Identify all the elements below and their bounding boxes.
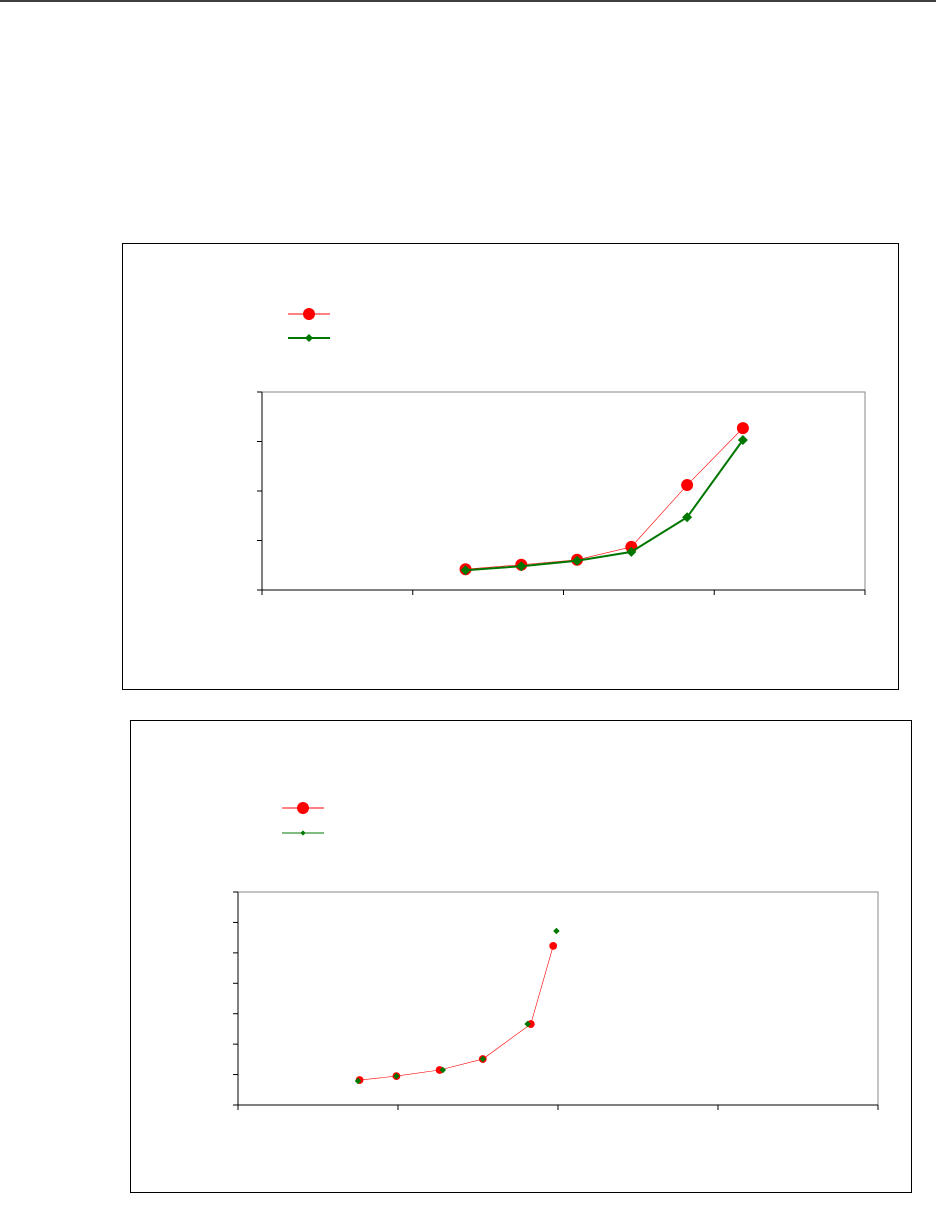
marker bbox=[736, 422, 749, 435]
marker bbox=[626, 546, 637, 557]
plot-area bbox=[237, 891, 879, 1106]
legend-marker bbox=[305, 334, 313, 342]
series-line bbox=[465, 439, 744, 572]
marker bbox=[354, 1077, 362, 1085]
marker bbox=[553, 927, 560, 935]
series-line bbox=[359, 945, 554, 1081]
marker bbox=[516, 561, 527, 572]
marker bbox=[524, 1020, 531, 1028]
series-line bbox=[465, 427, 744, 570]
marker bbox=[393, 1072, 400, 1080]
chart-frame bbox=[122, 243, 899, 690]
marker bbox=[549, 941, 558, 950]
marker bbox=[479, 1055, 487, 1063]
plot-area bbox=[261, 391, 866, 591]
chart-frame bbox=[130, 720, 912, 1193]
marker bbox=[439, 1066, 447, 1074]
legend-marker bbox=[297, 802, 309, 814]
marker bbox=[572, 555, 583, 566]
marker bbox=[682, 512, 693, 523]
legend-marker bbox=[303, 308, 315, 320]
marker bbox=[460, 565, 471, 576]
legend-marker bbox=[300, 830, 306, 836]
marker bbox=[737, 435, 748, 446]
marker bbox=[681, 479, 694, 492]
